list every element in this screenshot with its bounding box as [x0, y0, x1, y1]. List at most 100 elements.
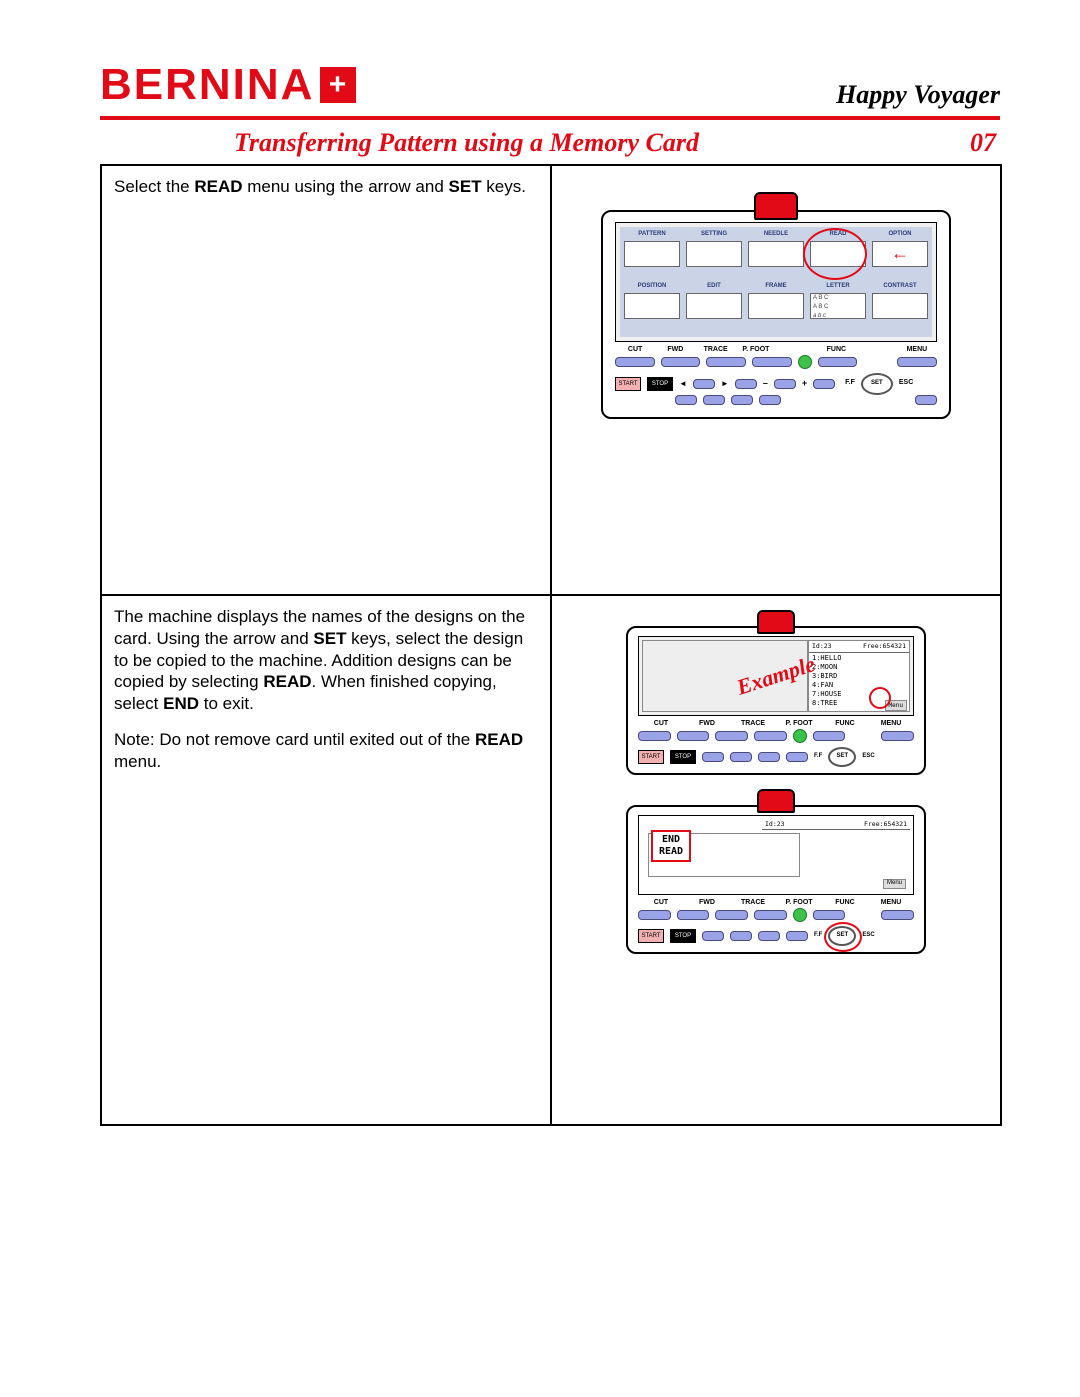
- pill-button: [731, 395, 753, 405]
- page-title: Transferring Pattern using a Memory Card: [234, 128, 699, 158]
- pill-button: [675, 395, 697, 405]
- set-label: SET: [837, 753, 849, 761]
- menu-label: POSITION: [624, 283, 680, 291]
- read-label: READ: [659, 846, 683, 858]
- button-labels-top: CUT FWD TRACE P. FOOT FUNC MENU: [638, 899, 914, 908]
- txt: keys.: [482, 177, 526, 196]
- start-button: START: [638, 929, 664, 943]
- ff-label: F.F: [814, 753, 822, 761]
- pill-row-top: [615, 357, 937, 369]
- txt-bold: READ: [263, 672, 311, 691]
- btn-label: CUT: [638, 720, 684, 729]
- page-header: BERNINA + Happy Voyager: [100, 60, 1000, 110]
- panel-body: Id:23 Free:654321 Menu END READ: [626, 805, 926, 954]
- pill-button: [752, 357, 792, 367]
- pill-button: [754, 731, 787, 741]
- pill-button: [915, 395, 937, 405]
- pill-row-bottom: [615, 395, 937, 405]
- txt-bold: END: [163, 694, 199, 713]
- pill-button: [730, 931, 752, 941]
- menu-tile: [686, 293, 742, 319]
- led-icon: [793, 908, 807, 922]
- highlight-circle-icon: [803, 228, 867, 280]
- page-title-row: Transferring Pattern using a Memory Card…: [100, 128, 1000, 158]
- menu-tile: [624, 241, 680, 267]
- btn-label: TRACE: [730, 720, 776, 729]
- menu-label: CONTRAST: [872, 283, 928, 291]
- lcd-screen: Id:23 Free:654321 Menu END READ: [638, 815, 914, 895]
- step2-image-cell: Id:23 Free:654321 1:HELLO 2:MOON 3:BIRD …: [551, 595, 1001, 1125]
- pill-button: [813, 910, 846, 920]
- panel-body: Id:23 Free:654321 1:HELLO 2:MOON 3:BIRD …: [626, 626, 926, 775]
- txt: menu.: [114, 752, 161, 771]
- esc-label: ESC: [862, 932, 874, 940]
- lower-button-row: START STOP ◄ ► – + F.F SET E: [615, 373, 937, 395]
- pill-button: [615, 357, 655, 367]
- menu-label: SETTING: [686, 231, 742, 239]
- stop-button: STOP: [670, 929, 696, 943]
- step2-text-cell: The machine displays the names of the de…: [101, 595, 551, 1125]
- machine-panel-list: Id:23 Free:654321 1:HELLO 2:MOON 3:BIRD …: [626, 626, 926, 775]
- btn-label: FUNC: [816, 346, 856, 355]
- pill-button: [706, 357, 746, 367]
- step1-text-cell: Select the READ menu using the arrow and…: [101, 165, 551, 595]
- menu-tile-option: [872, 241, 928, 267]
- header-rule: [100, 116, 1000, 120]
- btn-label: FUNC: [822, 720, 868, 729]
- btn-label: FUNC: [822, 899, 868, 908]
- ff-label: F.F: [845, 379, 855, 388]
- machine-panel-menu: PATTERN SETTING NEEDLE READ OPTION: [601, 210, 951, 419]
- manual-page: BERNINA + Happy Voyager Transferring Pat…: [0, 0, 1080, 1397]
- txt: Note: Do not remove card until exited ou…: [114, 730, 475, 749]
- txt-bold: SET: [449, 177, 482, 196]
- list-header: Id:23 Free:654321: [809, 641, 909, 653]
- pill-button: [715, 910, 748, 920]
- pill-button: [881, 731, 914, 741]
- btn-label: CUT: [638, 899, 684, 908]
- series-title: Happy Voyager: [836, 80, 1000, 110]
- arrow-right-icon: ►: [721, 379, 729, 389]
- step2-para1: The machine displays the names of the de…: [114, 606, 538, 715]
- txt: to exit.: [199, 694, 254, 713]
- pill-button: [638, 910, 671, 920]
- pill-button: [693, 379, 715, 389]
- hdr-free: Free:654321: [864, 820, 907, 828]
- indicator-light-icon: [757, 789, 795, 813]
- lower-button-row: START STOP F.F SET ESC: [638, 747, 914, 767]
- txt-bold: READ: [475, 730, 523, 749]
- menu-tile: [748, 241, 804, 267]
- btn-label: MENU: [868, 720, 914, 729]
- pill-button: [715, 731, 748, 741]
- pill-button: [818, 357, 858, 367]
- set-button: SET: [861, 373, 893, 395]
- list-header: Id:23 Free:654321: [762, 819, 910, 830]
- led-icon: [798, 355, 812, 369]
- brand-plus-icon: +: [320, 67, 356, 103]
- highlight-circle-icon: [824, 922, 862, 952]
- pill-button: [881, 910, 914, 920]
- pill-button: [897, 357, 937, 367]
- menu-tile-read: [810, 241, 866, 267]
- panel-stack: Id:23 Free:654321 1:HELLO 2:MOON 3:BIRD …: [564, 606, 988, 954]
- ff-label: F.F: [814, 932, 822, 940]
- pill-row: [638, 910, 914, 922]
- list-item: 3:BIRD: [812, 672, 906, 681]
- list-item: 7:HOUSE: [812, 690, 906, 699]
- pill-button: [702, 752, 724, 762]
- txt-bold: SET: [313, 629, 346, 648]
- end-read-box: END READ: [651, 830, 691, 862]
- button-labels-top: CUT FWD TRACE P. FOOT FUNC MENU: [615, 346, 937, 355]
- btn-label: FWD: [684, 720, 730, 729]
- hdr-id: Id:23: [812, 642, 832, 651]
- hdr-free: Free:654321: [863, 642, 906, 651]
- menu-tile: [686, 241, 742, 267]
- abc-line: A B C: [811, 294, 865, 303]
- txt: Select the: [114, 177, 194, 196]
- lower-button-row: START STOP F.F SET ESC: [638, 926, 914, 946]
- pill-button: [786, 752, 808, 762]
- indicator-light-icon: [754, 192, 798, 220]
- brand-name: BERNINA: [100, 60, 314, 110]
- highlight-circle-icon: [869, 687, 891, 709]
- menu-label: LETTER: [810, 283, 866, 291]
- btn-label: P. FOOT: [776, 899, 822, 908]
